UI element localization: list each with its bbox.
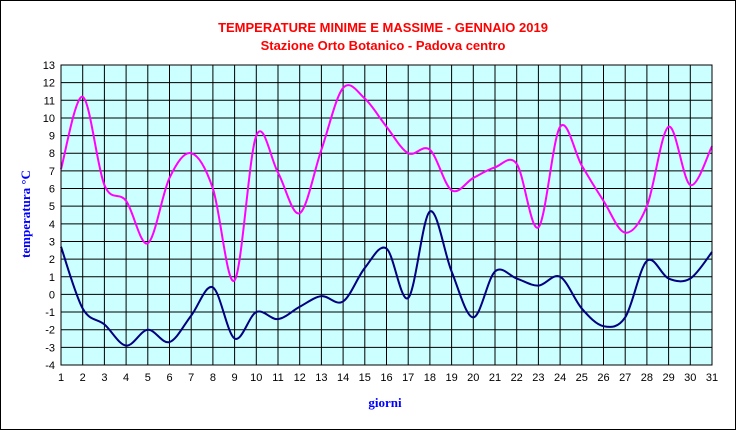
x-tick-label: 11 (272, 372, 283, 384)
y-tick-label: 3 (49, 236, 55, 248)
x-tick-label: 7 (188, 372, 194, 384)
y-tick-label: 8 (49, 148, 55, 160)
x-tick-label: 17 (402, 372, 414, 384)
x-tick-label: 30 (684, 372, 696, 384)
x-tick-label: 28 (641, 372, 653, 384)
x-tick-label: 25 (576, 372, 588, 384)
y-tick-label: 4 (49, 219, 55, 231)
x-tick-label: 26 (597, 372, 609, 384)
chart-subtitle: Stazione Orto Botanico - Padova centro (261, 38, 506, 53)
chart-title: TEMPERATURE MINIME E MASSIME - GENNAIO 2… (218, 20, 548, 35)
x-tick-label: 4 (123, 372, 129, 384)
x-tick-label: 16 (380, 372, 392, 384)
plot-border (60, 64, 713, 366)
series-line-2 (60, 210, 713, 347)
x-tick-label: 8 (210, 372, 216, 384)
y-tick-label: -1 (45, 307, 55, 319)
x-axis-label: giorni (368, 395, 402, 410)
y-tick-label: 9 (49, 131, 55, 143)
x-tick-label: 10 (250, 372, 262, 384)
x-tick-label: 12 (294, 372, 306, 384)
x-tick-label: 23 (532, 372, 544, 384)
x-tick-labels: 1 2 3 4 5 6 7 8 9 10 11 12 13 14 15 16 17 18 19 20 21 22 23 24 2… (58, 372, 718, 384)
x-tick-label: 2 (80, 372, 86, 384)
y-tick-label: 1 (49, 272, 55, 284)
x-tick-label: 13 (315, 372, 327, 384)
y-tick-label: 6 (49, 184, 55, 196)
series-layer (60, 84, 713, 347)
y-tick-label: 2 (49, 254, 55, 266)
x-tick-label: 29 (662, 372, 674, 384)
x-tick-label: 15 (359, 372, 371, 384)
y-tick-label: 11 (44, 95, 55, 107)
x-tick-label: 27 (619, 372, 631, 384)
x-tick-label: 9 (232, 372, 238, 384)
y-tick-label: 5 (49, 201, 55, 213)
y-tick-label: 10 (43, 113, 55, 125)
x-tick-label: 19 (445, 372, 457, 384)
y-tick-label: -2 (45, 325, 55, 337)
x-tick-label: 6 (166, 372, 172, 384)
y-tick-label: -3 (45, 342, 55, 354)
y-tick-label: 7 (49, 166, 55, 178)
y-axis-label: temperatura °C (18, 170, 33, 258)
y-tick-label: 12 (43, 78, 55, 90)
x-tick-label: 22 (511, 372, 523, 384)
y-tick-label: 13 (43, 60, 55, 72)
x-tick-label: 3 (101, 372, 107, 384)
series-line-1 (60, 84, 713, 282)
x-tick-label: 31 (706, 372, 718, 384)
x-tick-label: 24 (554, 372, 566, 384)
y-tick-label: -4 (45, 360, 55, 372)
x-tick-label: 18 (424, 372, 436, 384)
x-tick-label: 21 (489, 372, 501, 384)
x-tick-label: 1 (58, 372, 64, 384)
x-tick-label: 5 (145, 372, 151, 384)
x-tick-label: 14 (337, 372, 349, 384)
x-tick-label: 20 (467, 372, 479, 384)
y-tick-label: 0 (49, 289, 55, 301)
